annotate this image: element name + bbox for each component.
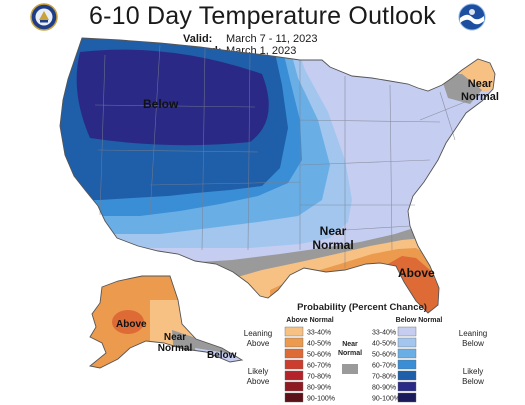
below-bin-range-4: 70-80% <box>372 374 396 381</box>
legend-leaning-above: Leaning Above <box>244 329 272 348</box>
legend-likely-below: Likely Below <box>462 367 484 386</box>
legend-title: Probability (Percent Chance) <box>297 302 427 313</box>
above-bin-swatch-1 <box>284 337 304 348</box>
below-bin-swatch-1 <box>397 337 417 348</box>
legend-near-normal-swatch <box>342 364 358 374</box>
below-bin-swatch-0 <box>397 326 417 337</box>
below-bin-swatch-4 <box>397 370 417 381</box>
valid-dates: Valid: March 7 - 11, 2023 <box>183 33 318 45</box>
probability-legend: Probability (Percent Chance) Above Norma… <box>244 302 487 403</box>
legend-likely-above: Likely Above <box>247 367 270 386</box>
valid-value: March 7 - 11, 2023 <box>226 33 318 45</box>
above-bin-swatch-3 <box>284 359 304 370</box>
below-bin-range-3: 60-70% <box>372 363 396 370</box>
label-near-normal-ne: Near Normal <box>461 78 499 103</box>
south-line-1: Near <box>320 224 347 238</box>
state-boundaries <box>94 44 471 268</box>
above-bin-swatch-4 <box>284 370 304 381</box>
map-title: 6-10 Day Temperature Outlook <box>89 2 436 30</box>
above-bin-swatch-6 <box>284 392 304 403</box>
above-bin-range-3: 60-70% <box>307 363 331 370</box>
below-bin-range-2: 50-60% <box>372 352 396 359</box>
above-bin-range-6: 90-100% <box>307 396 335 403</box>
above-bin-range-0: 33-40% <box>307 330 331 337</box>
above-bin-range-5: 80-90% <box>307 385 331 392</box>
ak-line-1: Near <box>164 332 186 343</box>
conus-outline <box>59 37 496 314</box>
ne-line-2: Normal <box>461 91 499 103</box>
label-below-main: Below <box>143 97 179 111</box>
below-bin-range-0: 33-40% <box>372 330 396 337</box>
above-bin-swatch-0 <box>284 326 304 337</box>
legend-above-header: Above Normal <box>286 317 334 324</box>
above-bin-range-1: 40-50% <box>307 341 331 348</box>
above-bin-range-2: 50-60% <box>307 352 331 359</box>
ne-line-1: Near <box>468 78 493 90</box>
above-bin-swatch-2 <box>284 348 304 359</box>
legend-below-header: Below Normal <box>396 317 443 324</box>
below-bin-swatch-5 <box>397 381 417 392</box>
doc-seal-icon <box>30 3 58 31</box>
south-line-2: Normal <box>312 238 353 252</box>
below-bin-swatch-6 <box>397 392 417 403</box>
label-near-normal-ak: Near Normal <box>158 332 193 354</box>
below-bin-swatch-2 <box>397 348 417 359</box>
ak-line-2: Normal <box>158 343 193 354</box>
label-near-normal-south: Near Normal <box>312 224 353 252</box>
below-bin-range-1: 40-50% <box>372 341 396 348</box>
legend-near-normal-label: Near Normal <box>338 341 362 357</box>
below-bin-range-6: 90-100% <box>372 396 400 403</box>
below-bin-swatch-3 <box>397 359 417 370</box>
label-above-se: Above <box>398 266 435 280</box>
legend-leaning-below: Leaning Below <box>459 329 487 348</box>
alaska-outline <box>88 275 244 369</box>
valid-label: Valid: <box>183 33 213 45</box>
label-below-ak: Below <box>207 350 237 361</box>
label-above-ak: Above <box>116 319 147 330</box>
above-bin-swatch-5 <box>284 381 304 392</box>
above-bin-range-4: 70-80% <box>307 374 331 381</box>
noaa-logo-icon <box>458 3 486 31</box>
below-bin-range-5: 80-90% <box>372 385 396 392</box>
